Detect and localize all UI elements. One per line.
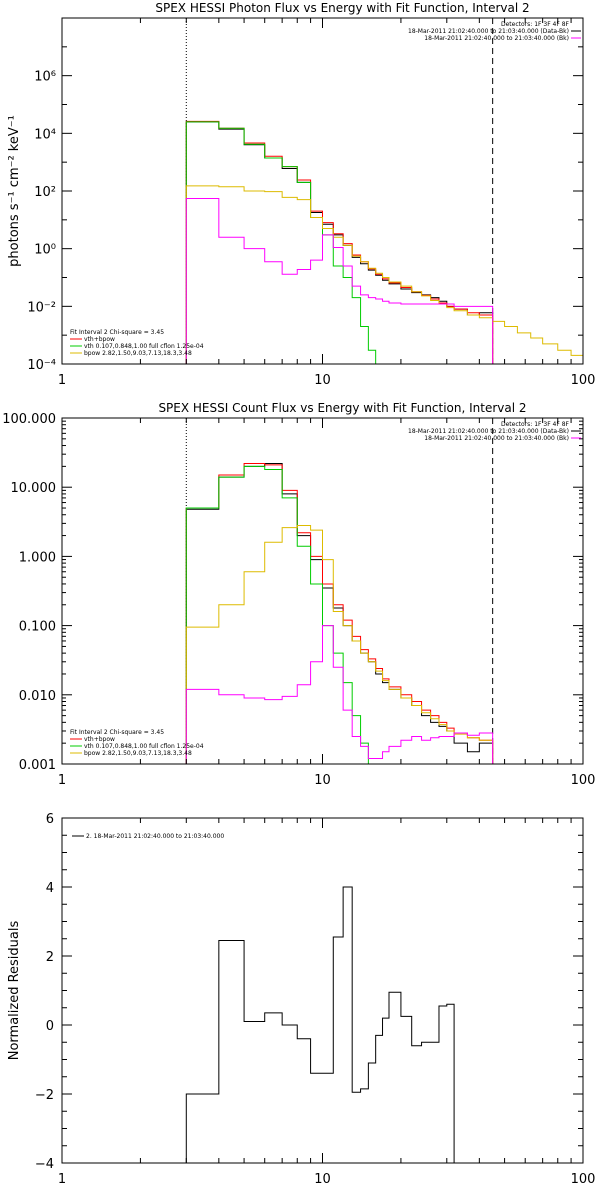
series-line-4 — [185, 524, 494, 764]
y-tick-label: 4 — [46, 881, 54, 896]
legend-entry: vth+bpow — [84, 736, 115, 743]
x-tick-label: 10 — [314, 1172, 331, 1187]
series-line-4 — [185, 185, 494, 364]
legend-entry: vth+bpow — [84, 336, 115, 343]
y-tick-label: 10⁰ — [34, 243, 56, 258]
legend-entry: 18-Mar-2011 21:02:40.000 to 21:03:40.000… — [424, 35, 569, 42]
legend-entry: bpow 2.82,1.50,9.03,7.13,18.3,3.48 — [84, 350, 192, 357]
series-line-2 — [185, 120, 494, 364]
y-tick-label: 10⁴ — [34, 127, 56, 142]
y-tick-label: 10⁻⁴ — [27, 358, 56, 373]
x-tick-label: 100 — [571, 773, 596, 788]
legend-entry: Detectors: 1F 3F 4F 8F — [501, 21, 570, 28]
chart-2: 1 10 100 0.001 0.010 0.100 1.000 10.000 100.000 S… — [2, 401, 596, 788]
legend-entry: vth 0.107,0.848,1.00 full cflon 1.25e-04 — [84, 743, 204, 750]
series-line-1 — [185, 121, 494, 364]
chart-title: SPEX HESSI Count Flux vs Energy with Fit… — [158, 401, 526, 415]
series-line-3 — [185, 121, 377, 364]
series-line-extension — [492, 320, 583, 356]
y-axis-label: photons s⁻¹ cm⁻² keV⁻¹ — [7, 115, 22, 267]
x-tick-label: 1 — [58, 1172, 66, 1187]
chart-title: SPEX HESSI Photon Flux vs Energy with Fi… — [155, 1, 529, 15]
y-tick-label: −2 — [35, 1088, 54, 1103]
plot-area — [185, 18, 583, 364]
chart-3: 1 10 100 −4 −2 0 2 4 6 Normalized Residuals 2. 18-… — [7, 812, 596, 1187]
y-tick-label: 100.000 — [2, 412, 56, 427]
series-line-3 — [185, 465, 369, 764]
chart-1: 1 10 100 10⁻⁴ 10⁻² 10⁰ 10² 10⁴ 10⁶ SPEX HESSI Pho… — [7, 1, 596, 388]
x-tick-label: 10 — [314, 373, 331, 388]
x-tick-label: 1 — [58, 773, 66, 788]
y-tick-label: 0 — [46, 1019, 54, 1034]
legend-entry: 18-Mar-2011 21:02:40.000 to 21:03:40.000… — [424, 435, 569, 442]
legend-entry: 2. 18-Mar-2011 21:02:40.000 to 21:03:40.… — [86, 833, 224, 840]
x-tick-label: 1 — [58, 373, 66, 388]
legend-entry: 18-Mar-2011 21:02:40.000 to 21:03:40.000… — [408, 28, 569, 35]
y-tick-label: 1.000 — [19, 550, 56, 565]
y-tick-label: −4 — [35, 1157, 54, 1172]
series-line-5 — [185, 197, 494, 364]
x-tick-label: 100 — [571, 1172, 596, 1187]
axes-frame — [61, 17, 584, 365]
x-tick-label: 100 — [571, 373, 596, 388]
legend-entry: bpow 2.82,1.50,9.03,7.13,18.3,3.48 — [84, 750, 192, 757]
legend-entry: Detectors: 1F 3F 4F 8F — [501, 421, 570, 428]
plot-area — [185, 418, 494, 764]
legend-entry: Fit Interval 2 Chi-square = 3.45 — [70, 729, 164, 736]
y-tick-label: 0.010 — [19, 689, 56, 704]
y-tick-label: 2 — [46, 950, 54, 965]
legend-entry: vth 0.107,0.848,1.00 full cflon 1.25e-04 — [84, 343, 204, 350]
y-tick-label: 10² — [34, 185, 56, 200]
series-line-5 — [185, 625, 494, 764]
y-tick-label: 0.100 — [19, 620, 56, 635]
y-tick-label: 0.001 — [19, 758, 56, 773]
x-tick-label: 10 — [314, 773, 331, 788]
y-tick-label: 10⁶ — [34, 70, 56, 85]
series-line-1 — [185, 886, 455, 1163]
plot-area — [185, 886, 455, 1163]
axes-frame — [61, 817, 584, 1164]
y-tick-label: 10⁻² — [27, 300, 56, 315]
legend-entry: 18-Mar-2011 21:02:40.000 to 21:03:40.000… — [408, 428, 569, 435]
legend-entry: Fit Interval 2 Chi-square = 3.45 — [70, 329, 164, 336]
y-tick-label: 10.000 — [11, 481, 57, 496]
y-tick-label: 6 — [46, 812, 54, 827]
y-axis-label: Normalized Residuals — [7, 921, 22, 1061]
